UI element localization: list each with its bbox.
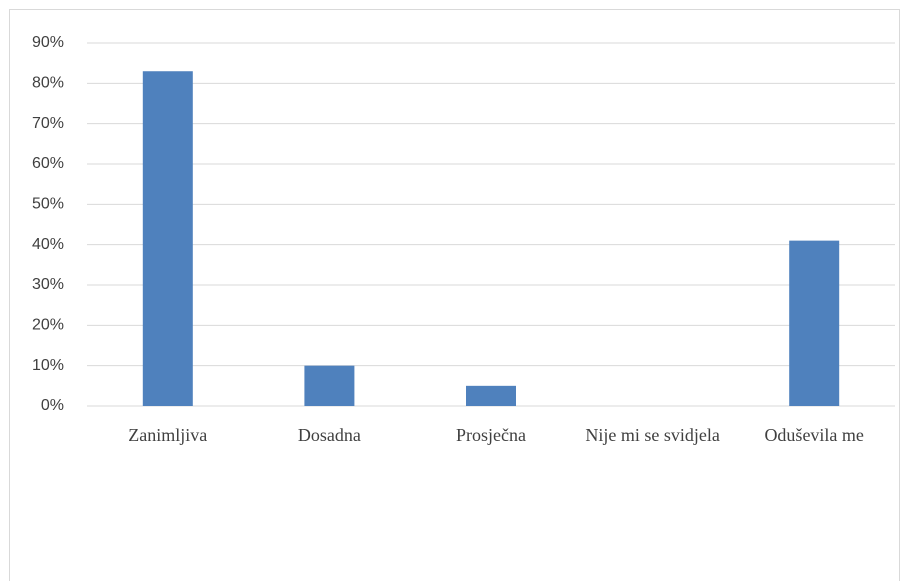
y-tick-label: 70% — [32, 115, 64, 132]
bar — [142, 71, 193, 406]
y-tick-label: 30% — [32, 276, 64, 293]
bar — [789, 240, 840, 406]
y-tick-label: 60% — [32, 155, 64, 172]
y-tick-label: 40% — [32, 236, 64, 253]
y-tick-label: 10% — [32, 357, 64, 374]
y-tick-label: 20% — [32, 317, 64, 334]
y-tick-label: 90% — [32, 34, 64, 51]
x-tick-label: Dosadna — [297, 425, 361, 445]
bar — [304, 365, 355, 406]
bar — [466, 385, 516, 406]
x-tick-label: Prosječna — [456, 425, 526, 445]
x-tick-label: Oduševila me — [764, 425, 864, 445]
chart-border — [9, 9, 900, 581]
y-tick-label: 50% — [32, 196, 64, 213]
y-tick-label: 0% — [41, 397, 64, 414]
x-tick-label: Nije mi se svidjela — [585, 425, 720, 445]
y-tick-label: 80% — [32, 75, 64, 92]
x-tick-label: Zanimljiva — [128, 425, 208, 445]
